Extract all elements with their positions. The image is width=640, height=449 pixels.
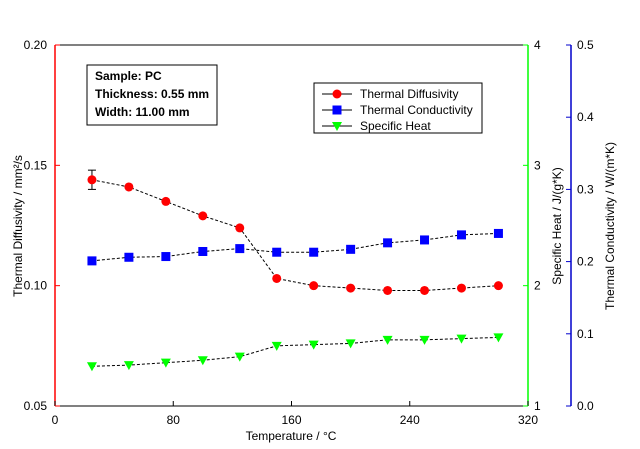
specific-heat-point	[234, 352, 245, 362]
x-axis-title: Temperature / °C	[246, 429, 337, 443]
thermal-conductivity-point	[346, 244, 356, 254]
specific-heat-point	[345, 339, 356, 349]
thermal-diffusivity-point	[420, 285, 430, 295]
x-tick-label: 320	[518, 413, 538, 427]
x-axis-ticks: 0 80 160 240 320	[52, 401, 538, 427]
thermal-conductivity-point	[309, 247, 319, 257]
specific-heat-tick-label: 4	[534, 38, 541, 52]
left-axis-title: Thermal Diffusivity / mm²/s	[11, 155, 25, 297]
thermal-diffusivity-point	[309, 281, 319, 291]
x-tick-label: 160	[281, 413, 301, 427]
thermal-conductivity-point	[456, 230, 466, 240]
thermal-diffusivity-point	[87, 175, 97, 185]
thermal-conductivity-axis-ticks: 0.0 0.1 0.2 0.3 0.4 0.5	[566, 38, 594, 413]
thermal-conductivity-tick-label: 0.2	[577, 255, 594, 269]
specific-heat-point	[382, 335, 393, 345]
thermal-diffusivity-point	[493, 281, 503, 291]
specific-heat-point	[419, 335, 430, 345]
specific-heat-tick-label: 1	[534, 399, 541, 413]
legend: Thermal Diffusivity Thermal Conductivity S…	[313, 82, 483, 134]
legend-marker-thermal-diffusivity	[332, 89, 342, 99]
specific-heat-tick-label: 3	[534, 158, 541, 172]
specific-heat-axis-title: Specific Heat / J/(g*K)	[550, 167, 564, 284]
specific-heat-point	[86, 362, 97, 372]
thermal-conductivity-tick-label: 0.3	[577, 182, 594, 196]
thermal-conductivity-axis-title: Thermal Conductivity / W/(m*K)	[603, 142, 617, 310]
left-axis-ticks: 0.05 0.10 0.15 0.20	[24, 38, 60, 413]
x-tick-label: 240	[400, 413, 420, 427]
legend-label-specific-heat: Specific Heat	[360, 119, 431, 133]
thermal-conductivity-tick-label: 0.4	[577, 110, 594, 124]
legend-label-thermal-conductivity: Thermal Conductivity	[360, 103, 473, 117]
specific-heat-point	[123, 361, 134, 371]
x-tick-label: 0	[52, 413, 59, 427]
thermal-diffusivity-point	[124, 182, 134, 192]
left-tick-label: 0.05	[24, 399, 48, 413]
x-tick-label: 80	[167, 413, 181, 427]
thermal-diffusivity-point	[161, 196, 171, 206]
thermal-conductivity-line	[91, 232, 499, 262]
thermal-diffusivity-point	[346, 283, 356, 293]
sample-info-line: Thickness: 0.55 mm	[95, 87, 209, 101]
specific-heat-line	[91, 336, 499, 367]
specific-heat-point	[493, 333, 504, 343]
sample-info-line: Sample: PC	[95, 69, 162, 83]
thermal-diffusivity-point	[198, 211, 208, 221]
thermal-conductivity-point	[124, 252, 134, 262]
specific-heat-tick-label: 2	[534, 279, 541, 293]
thermal-diffusivity-point	[456, 283, 466, 293]
sample-info-line: Width: 11.00 mm	[95, 105, 190, 119]
specific-heat-point	[197, 356, 208, 366]
thermal-conductivity-point	[420, 235, 430, 245]
thermal-conductivity-point	[161, 252, 171, 262]
thermal-diffusivity-point	[235, 223, 245, 233]
specific-heat-axis-ticks: 1 2 3 4	[523, 38, 541, 413]
left-tick-label: 0.15	[24, 158, 48, 172]
thermal-conductivity-point	[493, 228, 503, 238]
left-tick-label: 0.10	[24, 279, 48, 293]
thermal-conductivity-tick-label: 0.0	[577, 399, 594, 413]
legend-marker-thermal-conductivity	[332, 105, 342, 115]
sample-info-box: Sample: PC Thickness: 0.55 mm Width: 11.…	[86, 64, 218, 126]
thermal-conductivity-tick-label: 0.1	[577, 327, 594, 341]
thermal-conductivity-tick-label: 0.5	[577, 38, 594, 52]
specific-heat-point	[456, 334, 467, 344]
thermal-conductivity-point	[87, 256, 97, 266]
specific-heat-point	[271, 341, 282, 351]
thermal-diffusivity-line	[91, 179, 499, 291]
legend-marker-specific-heat	[332, 122, 342, 131]
thermal-conductivity-point	[383, 238, 393, 248]
thermal-diffusivity-point	[272, 273, 282, 283]
specific-heat-point	[308, 340, 319, 350]
thermal-conductivity-point	[198, 246, 208, 256]
specific-heat-point	[160, 358, 171, 368]
thermal-conductivity-point	[272, 247, 282, 257]
series-layer	[86, 169, 504, 372]
legend-frame	[313, 82, 483, 134]
thermal-conductivity-point	[235, 244, 245, 254]
thermal-diffusivity-point	[383, 285, 393, 295]
legend-label-thermal-diffusivity: Thermal Diffusivity	[360, 87, 458, 101]
left-tick-label: 0.20	[24, 38, 48, 52]
sample-info-frame	[86, 64, 218, 126]
